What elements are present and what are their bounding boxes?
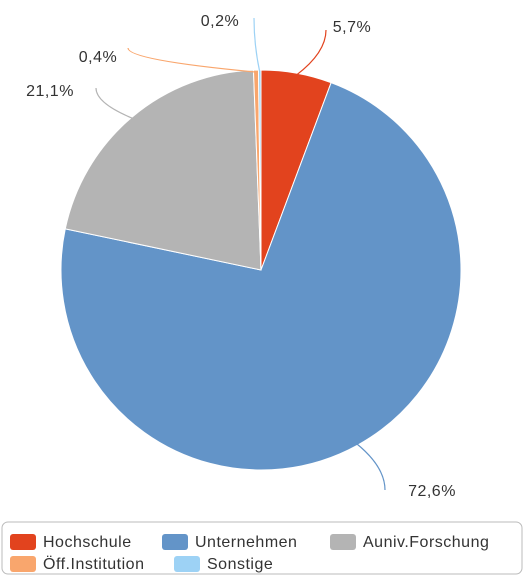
legend-label: Auniv.Forschung <box>363 534 489 551</box>
leader-line <box>253 17 261 73</box>
leader-line <box>127 47 257 73</box>
leader-line <box>295 29 327 76</box>
data-label: 5,7% <box>333 19 371 36</box>
leader-line <box>356 443 386 491</box>
legend-label: Sonstige <box>207 556 273 573</box>
data-label: 0,4% <box>79 49 117 66</box>
legend-swatch <box>162 534 188 550</box>
leader-line <box>95 87 134 120</box>
legend-swatch <box>10 556 36 572</box>
pie-slice <box>60 82 462 471</box>
pie-slice <box>64 69 262 271</box>
data-label: 72,6% <box>408 483 456 500</box>
legend-label: Hochschule <box>43 534 132 551</box>
legend-swatch <box>174 556 200 572</box>
legend-swatch <box>330 534 356 550</box>
legend-label: Unternehmen <box>195 534 297 551</box>
legend-box <box>1 521 523 575</box>
legend-swatch <box>10 534 36 550</box>
data-label: 0,2% <box>201 13 239 30</box>
legend-label: Öff.Institution <box>43 555 144 573</box>
data-label: 21,1% <box>26 83 74 100</box>
